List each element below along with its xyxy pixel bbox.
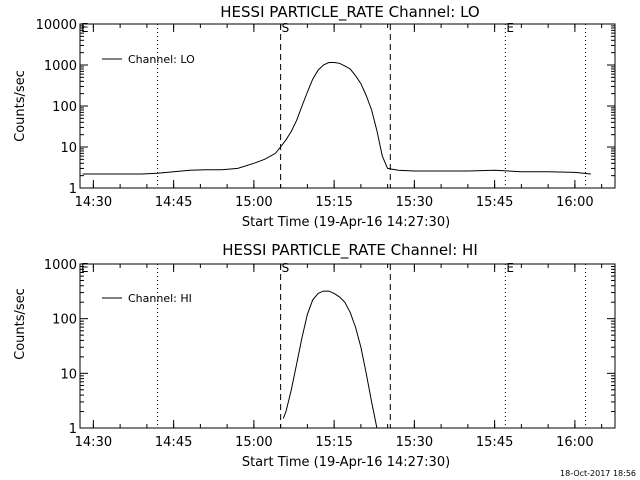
lo-y-tick-label: 10 xyxy=(60,141,77,156)
lo-y-tick-label: 1 xyxy=(69,182,77,197)
hi-x-axis-label: Start Time (19-Apr-16 14:27:30) xyxy=(242,455,450,470)
lo-x-tick-label: 15:15 xyxy=(315,195,352,210)
hi-x-tick-label: 14:30 xyxy=(75,435,112,450)
hi-x-tick-label: 15:45 xyxy=(476,435,513,450)
hi-legend-label: Channel: HI xyxy=(128,292,192,305)
hi-y-tick-label: 100 xyxy=(52,313,77,328)
hi-x-tick-label: 15:00 xyxy=(235,435,272,450)
hi-series-line xyxy=(282,290,378,429)
hi-marker-label: S xyxy=(282,261,290,275)
lo-marker-label: E xyxy=(506,21,514,35)
lo-chart-title: HESSI PARTICLE_RATE Channel: LO xyxy=(220,3,479,22)
hi-x-tick-label: 16:00 xyxy=(556,435,593,450)
lo-y-tick-label: 1000 xyxy=(44,59,77,74)
lo-panel: HESSI PARTICLE_RATE Channel: LO 14:30 14:… xyxy=(13,3,616,230)
hi-plot-area: 14:30 14:45 15:00 15:15 15:30 15:45 16:00 1 10 10… xyxy=(44,258,615,450)
lo-y-tick-label: 100 xyxy=(52,100,77,115)
lo-x-tick-label: 15:30 xyxy=(396,195,433,210)
lo-plot-area: 14:30 14:45 15:00 15:15 15:30 15:45 16:00 1 10 10… xyxy=(36,18,615,210)
hi-x-tick-label: 15:15 xyxy=(315,435,352,450)
hi-marker-label: E xyxy=(506,261,514,275)
lo-marker-label: S xyxy=(282,21,290,35)
lo-x-tick-label: 14:30 xyxy=(75,195,112,210)
timestamp-label: 18-Oct-2017 18:56 xyxy=(560,469,636,478)
lo-plot-frame xyxy=(79,23,616,189)
hi-panel: HESSI PARTICLE_RATE Channel: HI 14:30 14:… xyxy=(13,241,616,470)
lo-x-tick-label: 16:00 xyxy=(556,195,593,210)
hi-marker-label: E xyxy=(81,261,89,275)
hi-x-tick-label: 15:30 xyxy=(396,435,433,450)
hi-chart-title: HESSI PARTICLE_RATE Channel: HI xyxy=(222,241,478,260)
lo-x-tick-label: 14:45 xyxy=(155,195,192,210)
hi-x-tick-label: 14:45 xyxy=(155,435,192,450)
lo-series-line xyxy=(82,62,591,175)
hi-y-tick-label: 1000 xyxy=(44,258,77,273)
hi-y-axis-label: Counts/sec xyxy=(13,288,28,360)
lo-y-tick-label: 10000 xyxy=(36,18,77,33)
lo-x-tick-label: 15:00 xyxy=(235,195,272,210)
lo-y-axis-label: Counts/sec xyxy=(13,70,28,142)
lo-marker-label: E xyxy=(81,21,89,35)
lo-x-tick-label: 15:45 xyxy=(476,195,513,210)
hi-y-tick-label: 10 xyxy=(60,367,77,382)
lo-x-axis-label: Start Time (19-Apr-16 14:27:30) xyxy=(242,215,450,230)
lo-legend-label: Channel: LO xyxy=(128,53,195,66)
hi-plot-frame xyxy=(79,263,616,429)
hi-y-tick-label: 1 xyxy=(69,422,77,437)
